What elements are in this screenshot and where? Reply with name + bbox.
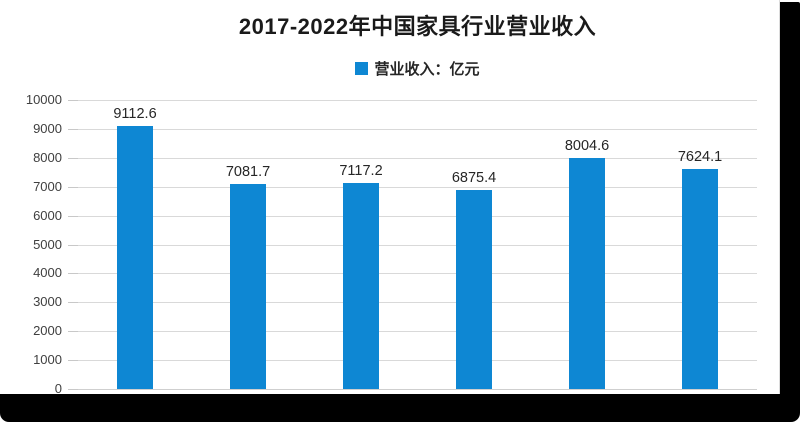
bar-2 — [230, 184, 266, 389]
y-axis-tick-4000 — [68, 273, 78, 274]
y-axis-tick-7000 — [68, 187, 78, 188]
gridline-2000 — [78, 331, 757, 332]
bar-4 — [456, 190, 492, 389]
y-axis-tick-9000 — [68, 129, 78, 130]
y-axis-tick-1000 — [68, 360, 78, 361]
bar-6 — [682, 169, 718, 389]
gridline-6000 — [78, 216, 757, 217]
gridline-8000 — [78, 158, 757, 159]
plot-area: 9112.6 7081.7 7117.2 6875.4 8004.6 7624.1 — [68, 100, 757, 390]
y-axis-tick-6000 — [68, 216, 78, 217]
bar-1 — [117, 126, 153, 389]
y-axis-label-2000: 2000 — [33, 323, 62, 338]
bar-value-label-6: 7624.1 — [677, 149, 723, 165]
y-axis-label-6000: 6000 — [33, 208, 62, 223]
gridline-4000 — [78, 273, 757, 274]
gridline-5000 — [78, 245, 757, 246]
y-axis-label-3000: 3000 — [33, 294, 62, 309]
gridline-10000 — [78, 100, 757, 101]
legend-swatch-icon — [355, 62, 369, 75]
bar-value-label-3: 7117.2 — [339, 163, 383, 179]
bar-5 — [569, 158, 605, 389]
y-axis-tick-3000 — [68, 302, 78, 303]
y-axis-label-8000: 8000 — [33, 150, 62, 165]
y-axis-label-10000: 10000 — [25, 92, 62, 107]
y-axis-label-4000: 4000 — [33, 265, 62, 280]
y-axis-label-5000: 5000 — [33, 237, 62, 252]
bar-value-label-4: 6875.4 — [451, 170, 497, 186]
chart-title: 2017-2022年中国家具行业营业收入 — [238, 14, 597, 39]
gridline-7000 — [78, 187, 757, 188]
chart-panel: 2017-2022年中国家具行业营业收入 营业收入：亿元 0 1000 2000 30… — [0, 0, 780, 396]
y-axis-tick-8000 — [68, 158, 78, 159]
bar-value-label-1: 9112.6 — [113, 106, 157, 122]
bar-3 — [343, 183, 379, 389]
legend-label: 营业收入：亿元 — [374, 61, 480, 78]
y-axis-label-7000: 7000 — [33, 179, 62, 194]
bar-value-label-5: 8004.6 — [564, 138, 610, 154]
legend: 营业收入：亿元 — [78, 58, 757, 79]
y-axis-label-0: 0 — [54, 381, 62, 396]
y-axis-tick-10000 — [68, 100, 78, 101]
y-axis-label-1000: 1000 — [33, 352, 62, 367]
gridline-0 — [78, 389, 757, 390]
y-axis-tick-5000 — [68, 245, 78, 246]
y-axis-tick-2000 — [68, 331, 78, 332]
y-axis-label-9000: 9000 — [33, 121, 62, 136]
gridline-9000 — [78, 129, 757, 130]
gridline-1000 — [78, 360, 757, 361]
gridline-3000 — [78, 302, 757, 303]
y-axis-labels: 0 1000 2000 3000 4000 5000 6000 7000 8000 9000 100… — [0, 92, 62, 396]
y-axis-tick-0 — [68, 389, 78, 390]
bar-value-label-2: 7081.7 — [225, 164, 271, 180]
